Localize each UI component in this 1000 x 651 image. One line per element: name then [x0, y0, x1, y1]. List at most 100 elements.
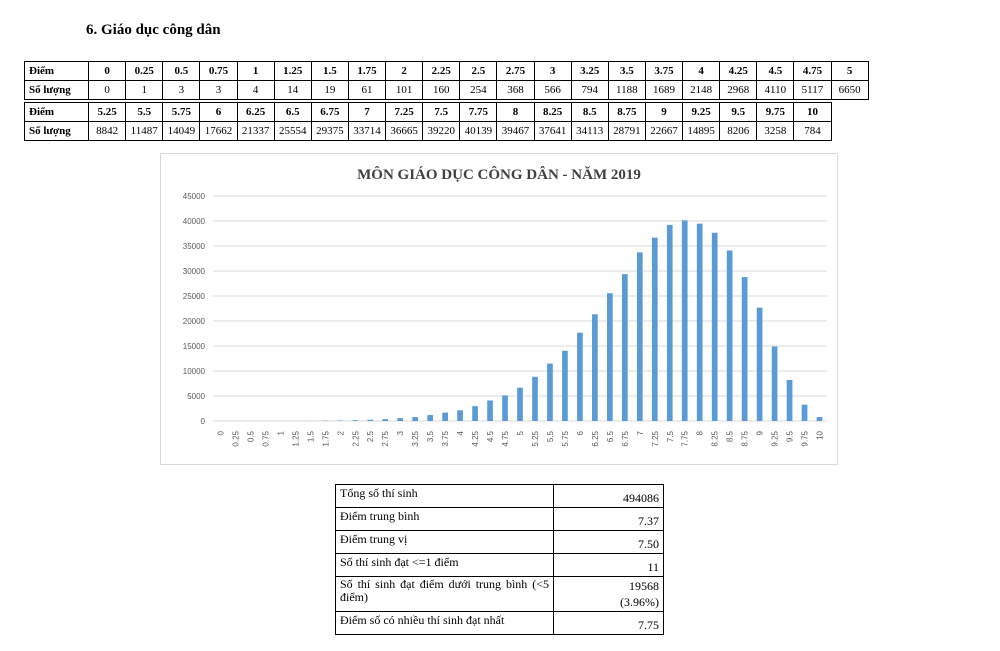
stats-value: 7.75: [553, 611, 664, 635]
x-tick-label: 4.5: [486, 430, 495, 442]
score-cell: 9: [644, 102, 684, 122]
score-cell: 5.5: [125, 102, 164, 122]
score-cell: 0.25: [125, 61, 164, 81]
x-tick-label: 3.5: [426, 430, 435, 442]
count-cell: 14895: [681, 121, 721, 141]
stats-label: Điểm số có nhiều thí sinh đạt nhất: [335, 611, 554, 635]
bar: [457, 410, 463, 421]
stats-table: Tổng số thí sinh 494086 Điểm trung bình 7.3…: [335, 484, 664, 635]
count-cell: 1689: [644, 80, 684, 100]
x-tick-label: 8: [696, 430, 705, 435]
score-cell: 6: [199, 102, 238, 122]
bar: [397, 418, 404, 421]
bar: [367, 419, 374, 421]
score-cell: 0: [87, 61, 127, 81]
x-tick-label: 0: [216, 430, 225, 435]
bar: [337, 420, 344, 421]
count-cell: 0: [87, 80, 127, 100]
score-cell: 0.75: [199, 61, 238, 81]
score-cell: 10: [793, 102, 832, 122]
count-cell: 36665: [384, 121, 424, 141]
score-cell: 1.25: [273, 61, 312, 81]
score-table-part2: Điểm 5.25 5.5 5.75 6 6.25 6.5 6.75 7 7.25 7.5 7.75 8…: [24, 102, 832, 141]
count-cell: 4110: [756, 80, 795, 100]
score-cell: 9.75: [756, 102, 795, 122]
count-cell: 101: [384, 80, 424, 100]
score-cell: 6.25: [236, 102, 275, 122]
x-tick-label: 3.25: [411, 430, 420, 446]
count-cell: 14049: [162, 121, 201, 141]
bar: [816, 417, 823, 421]
y-tick-label: 5000: [187, 392, 205, 401]
x-tick-label: 4: [456, 430, 465, 435]
stats-value: 11: [553, 553, 664, 577]
score-cell: 5: [830, 61, 869, 81]
count-cell: 1188: [607, 80, 646, 100]
score-cell: 6.75: [310, 102, 349, 122]
row-label: Số lượng: [24, 80, 89, 100]
x-tick-label: 5.5: [546, 430, 555, 442]
bar: [592, 314, 598, 421]
bar: [427, 415, 433, 421]
count-cell: 34113: [570, 121, 609, 141]
stats-value: 494086: [553, 484, 664, 508]
bar: [786, 379, 793, 421]
x-tick-label: 2.75: [381, 430, 390, 446]
score-cell: 1: [236, 61, 275, 81]
count-cell: 2148: [681, 80, 721, 100]
count-cell: 2968: [719, 80, 758, 100]
y-tick-label: 25000: [183, 292, 206, 301]
count-cell: 5117: [793, 80, 832, 100]
x-tick-label: 8.75: [741, 430, 750, 446]
x-tick-label: 3.75: [441, 430, 450, 446]
x-tick-label: 6.5: [606, 430, 615, 442]
x-tick-label: 5.25: [531, 430, 540, 446]
bar: [442, 412, 448, 421]
count-cell: 3: [199, 80, 238, 100]
x-tick-label: 7.25: [651, 430, 660, 446]
stats-value-count: 19568: [629, 579, 659, 593]
count-cell: 19: [310, 80, 349, 100]
score-cell: 2.25: [422, 61, 461, 81]
count-cell: 17662: [199, 121, 238, 141]
stats-row: Điểm trung vị 7.50: [335, 530, 664, 554]
count-cell: 29375: [310, 121, 349, 141]
x-tick-label: 1.25: [291, 430, 300, 446]
score-cell: 9.5: [719, 102, 758, 122]
bar: [502, 395, 508, 421]
x-tick-label: 4.25: [471, 430, 480, 446]
chart-title: MÔN GIÁO DỤC CÔNG DÂN - NĂM 2019: [357, 166, 641, 183]
score-cell: 8.75: [607, 102, 646, 122]
bar: [756, 307, 763, 421]
bar: [352, 420, 359, 421]
y-tick-label: 40000: [183, 217, 206, 226]
x-tick-label: 7: [636, 430, 645, 435]
score-row: Điểm 0 0.25 0.5 0.75 1 1.25 1.5 1.75 2 2.25 2.5 2.75…: [24, 61, 869, 81]
score-cell: 0.5: [162, 61, 201, 81]
x-tick-label: 5: [516, 430, 525, 435]
count-cell: 1: [125, 80, 164, 100]
bar: [547, 363, 553, 421]
y-tick-label: 30000: [183, 267, 206, 276]
stats-value: 7.37: [553, 507, 664, 531]
x-tick-label: 0.5: [246, 430, 255, 442]
score-cell: 2.75: [496, 61, 535, 81]
y-tick-label: 0: [201, 417, 206, 426]
bar: [696, 223, 703, 421]
x-tick-label: 0.25: [231, 430, 240, 446]
stats-row: Tổng số thí sinh 494086: [335, 484, 664, 508]
stats-value: 7.50: [553, 530, 664, 554]
score-cell: 4.75: [793, 61, 832, 81]
count-cell: 254: [459, 80, 498, 100]
stats-row: Số thí sinh đạt <=1 điểm 11: [335, 553, 664, 577]
stats-row: Điểm trung bình 7.37: [335, 507, 664, 531]
count-cell: 39220: [422, 121, 461, 141]
score-cell: 4.25: [719, 61, 758, 81]
stats-value: 19568 (3.96%): [553, 576, 664, 612]
score-cell: 9.25: [681, 102, 721, 122]
x-tick-label: 9.5: [786, 430, 795, 442]
x-tick-label: 8.25: [711, 430, 720, 446]
stats-label: Số thí sinh đạt điểm dưới trung bình (<5…: [335, 576, 554, 612]
x-tick-label: 4.75: [501, 430, 510, 446]
count-cell: 784: [793, 121, 832, 141]
